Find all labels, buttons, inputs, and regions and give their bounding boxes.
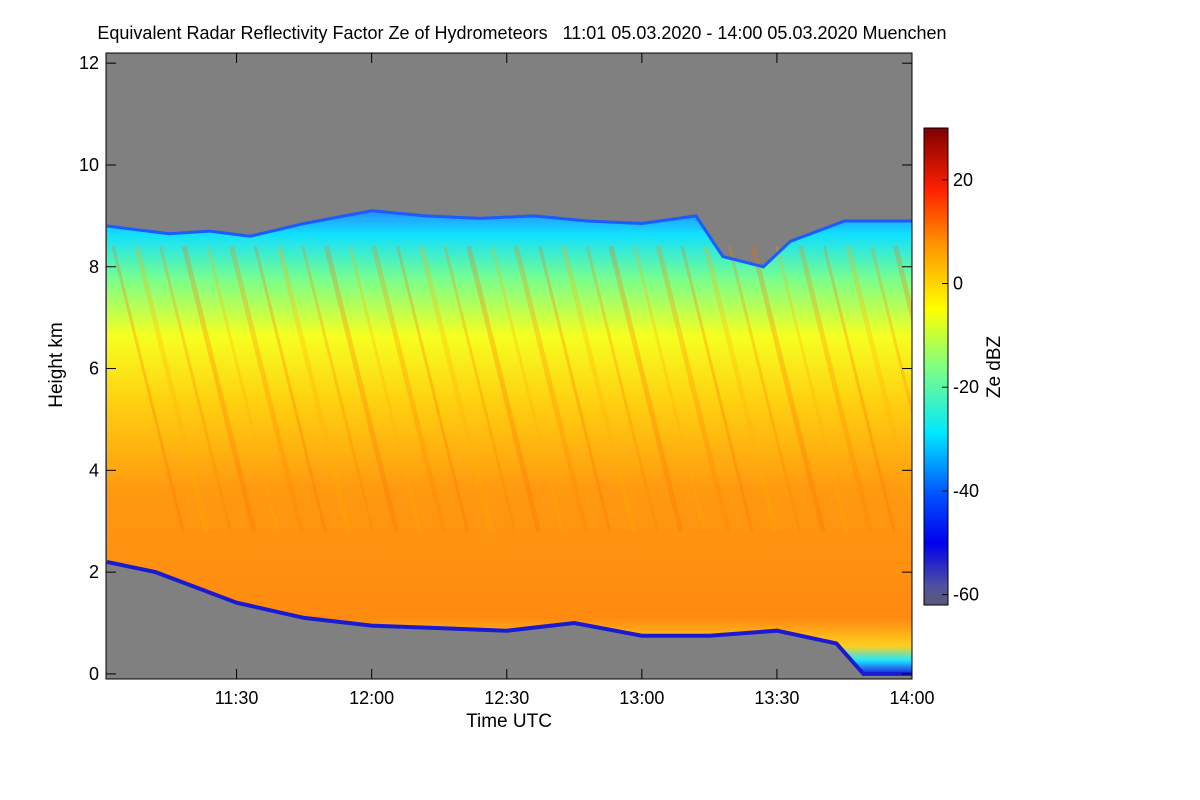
x-tick-label: 11:30	[215, 688, 259, 708]
fall-streak	[798, 245, 874, 532]
fall-streak	[181, 245, 257, 532]
y-tick-label: 4	[89, 460, 99, 480]
cloud-top-edge	[106, 209, 912, 269]
colorbar-tick-label: 0	[953, 274, 963, 294]
cloud-body	[106, 210, 912, 674]
fall-streak	[870, 246, 912, 417]
fall-streak	[608, 245, 684, 532]
y-tick-label: 0	[89, 664, 99, 684]
colorbar-label: Ze dBZ	[984, 335, 1005, 398]
fall-streak	[324, 245, 399, 532]
fall-streak	[822, 246, 896, 532]
plot-frame	[105, 52, 913, 680]
x-tick-label: 12:30	[484, 688, 529, 708]
x-axis: 11:30 12:00 12:30 13:00 13:30 14:00	[215, 53, 935, 708]
x-tick-label: 14:00	[889, 688, 934, 708]
cloud-base-edge	[106, 559, 912, 676]
x-axis-label: Time UTC	[466, 711, 552, 732]
fall-streak	[348, 246, 422, 532]
fall-streak	[443, 246, 517, 532]
fall-streak	[561, 245, 636, 532]
fall-streak	[301, 246, 375, 532]
y-tick-label: 10	[79, 155, 99, 175]
x-tick-label: 12:00	[349, 688, 394, 708]
x-tick-label: 13:00	[619, 688, 664, 708]
y-axis-label: Height km	[46, 322, 67, 408]
fall-streak	[750, 245, 826, 532]
fall-streaks	[111, 245, 912, 532]
fall-streak	[466, 245, 542, 532]
fall-streak	[655, 245, 731, 532]
fall-streak	[229, 245, 305, 532]
fall-streak	[276, 245, 352, 532]
x-tick-label: 13:30	[754, 688, 799, 708]
fall-streak	[633, 246, 707, 532]
fall-streak	[845, 245, 912, 518]
fall-streak	[418, 245, 494, 532]
colorbar-tick-label: -40	[953, 481, 979, 501]
fall-streak	[371, 245, 447, 532]
chart-title: Equivalent Radar Reflectivity Factor Ze …	[97, 23, 946, 43]
colorbar-tick-label: -60	[953, 585, 979, 605]
fall-streak	[892, 245, 912, 325]
plot-area	[106, 209, 912, 676]
y-tick-label: 6	[89, 359, 99, 379]
fall-streak	[775, 246, 849, 532]
y-tick-label: 8	[89, 257, 99, 277]
y-tick-label: 2	[89, 562, 99, 582]
y-tick-label: 12	[79, 53, 99, 73]
colorbar-tick-label: 20	[953, 170, 973, 190]
fall-streak	[253, 246, 327, 532]
colorbar-tick-label: -20	[953, 377, 979, 397]
fall-streak	[538, 246, 612, 532]
colorbar	[923, 127, 949, 606]
fall-streak	[513, 245, 589, 532]
fall-streak	[111, 246, 185, 532]
y-axis: 0 2 4 6 8 10 12	[79, 53, 912, 684]
fall-streak	[585, 246, 659, 532]
fall-streak	[396, 246, 470, 532]
fall-streak	[728, 246, 801, 532]
fall-streak	[680, 246, 754, 532]
colorbar-ticks: 20 0 -20 -40 -60	[942, 170, 979, 605]
fall-streak	[490, 246, 564, 532]
fall-streak	[206, 246, 280, 532]
fall-streak	[159, 246, 232, 532]
fall-streak	[703, 245, 779, 532]
fall-streak	[134, 245, 210, 532]
